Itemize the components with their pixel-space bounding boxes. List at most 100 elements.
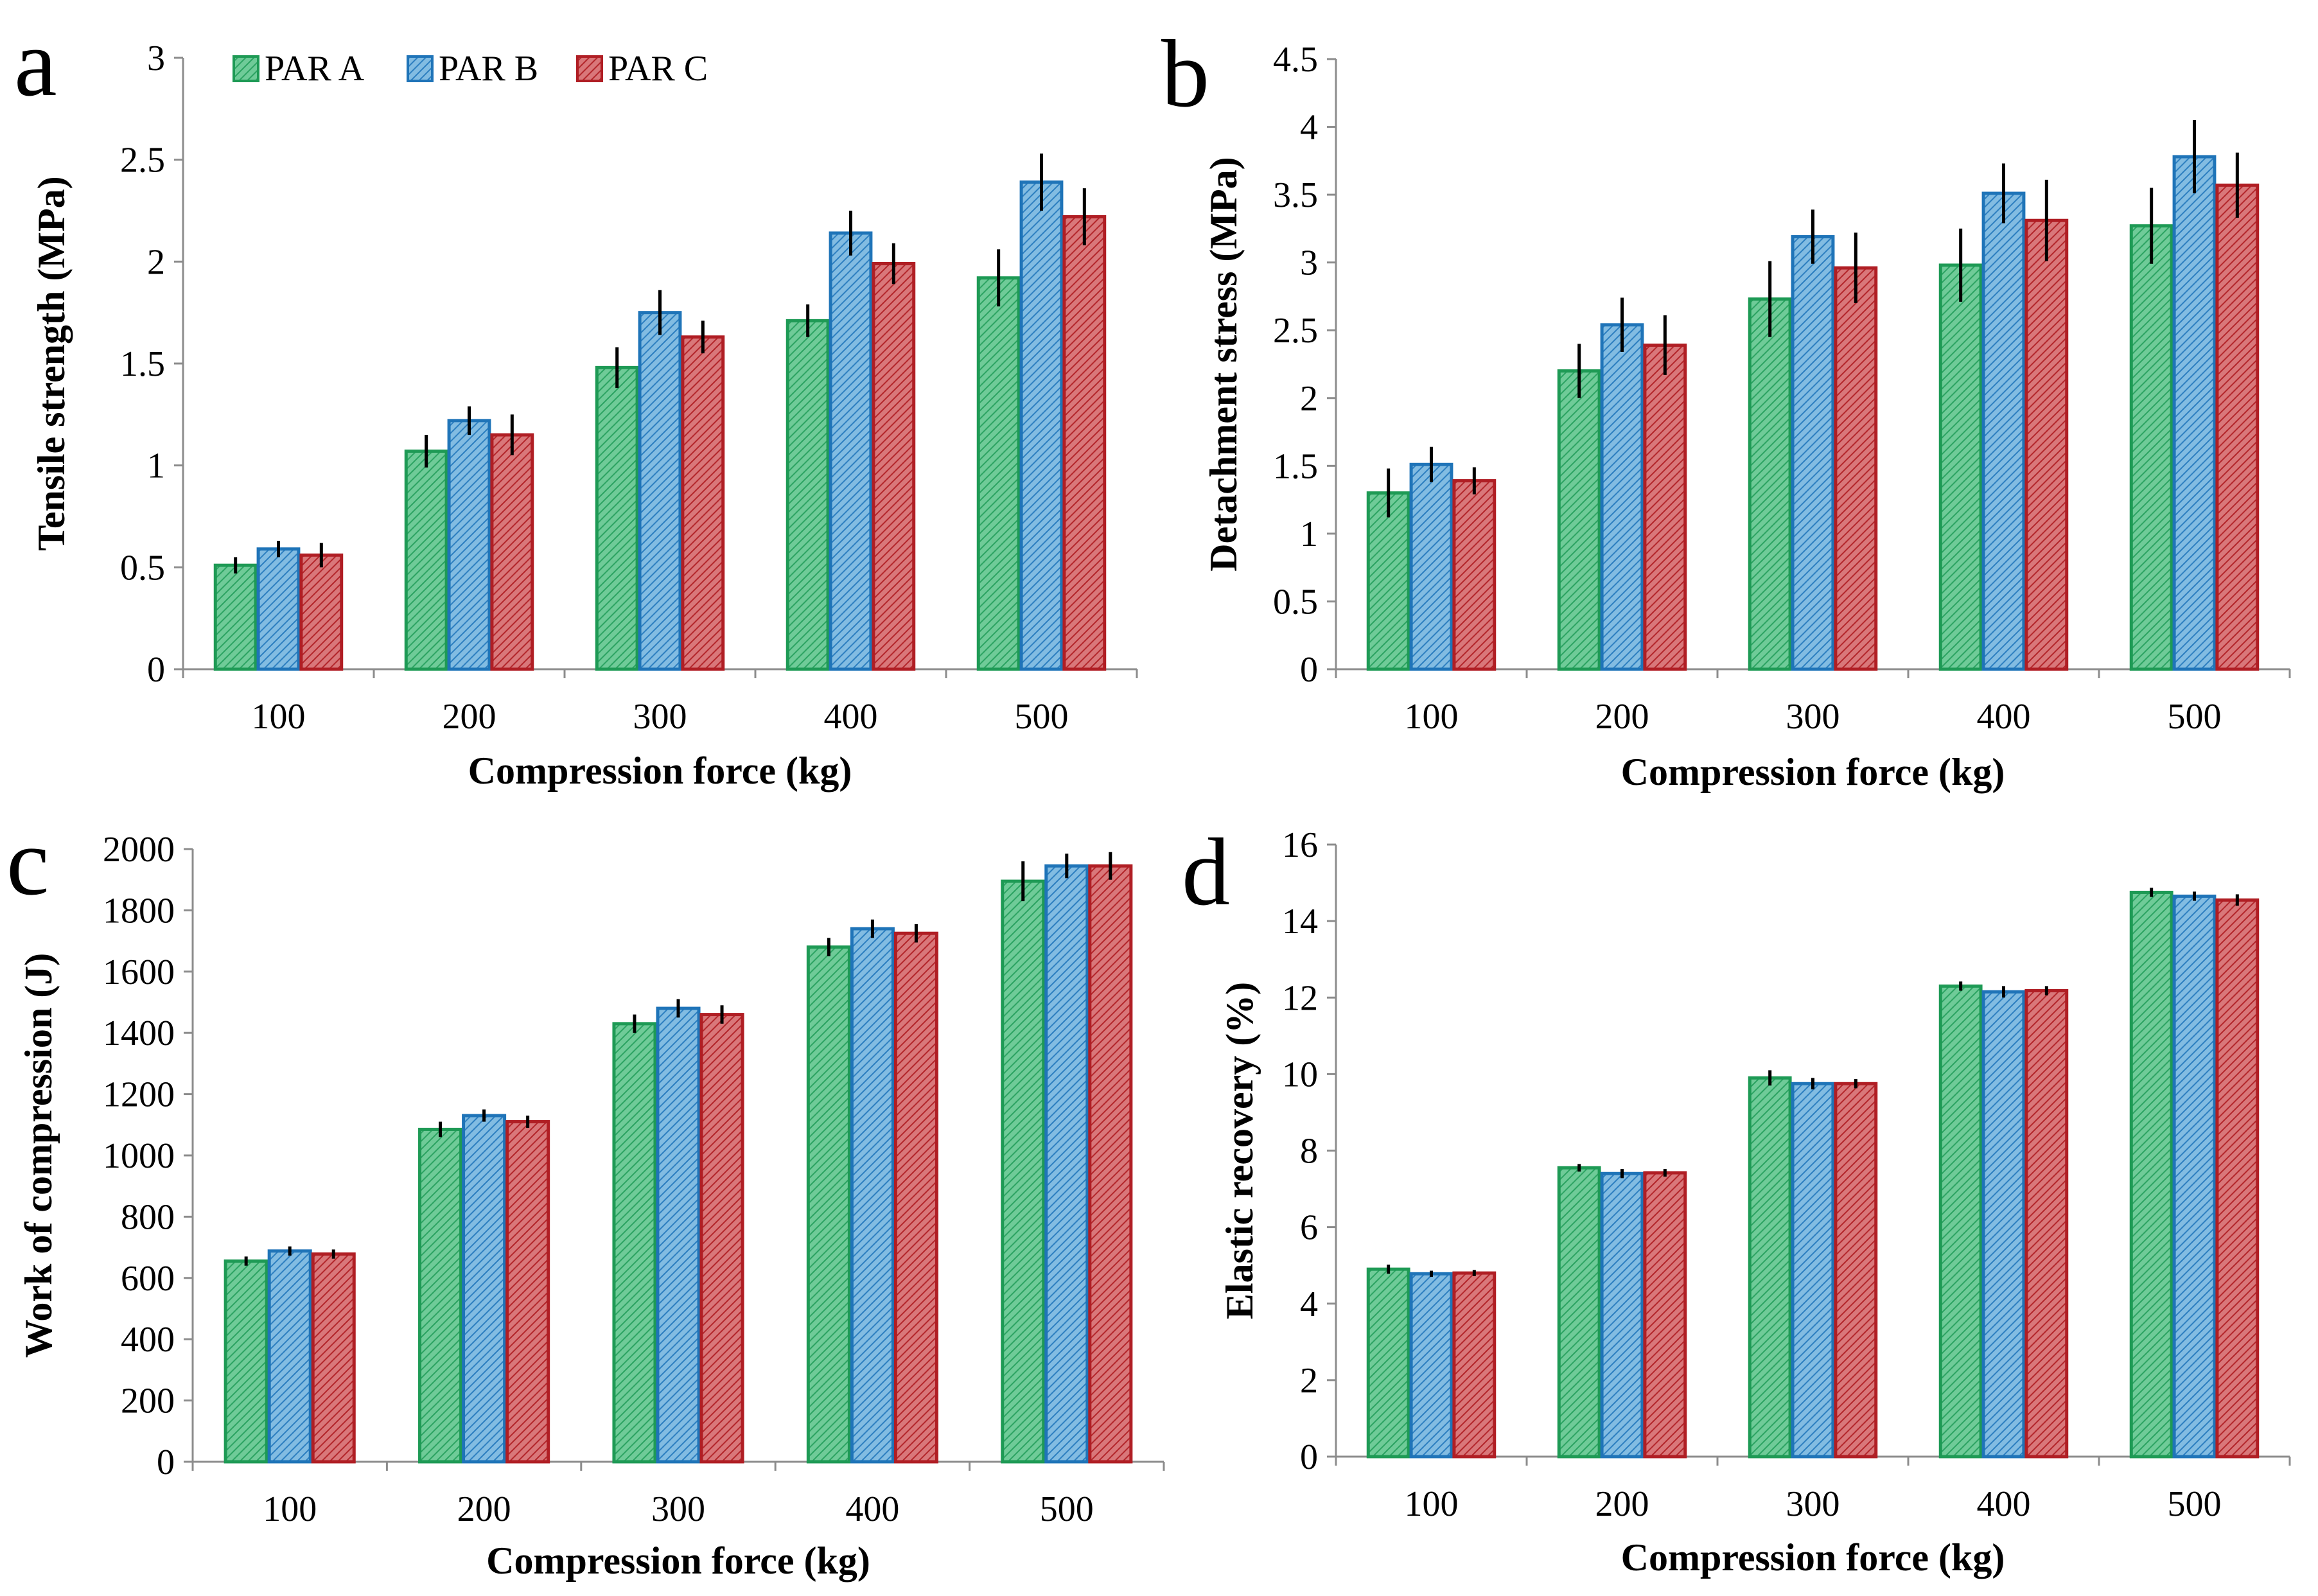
legend-label-par-c: PAR C bbox=[608, 49, 708, 89]
x-tick-label-b: 500 bbox=[2168, 697, 2222, 737]
y-tick-label-a: 3 bbox=[147, 39, 165, 78]
bar-b-par-c-200 bbox=[1643, 343, 1687, 671]
bar-a-par-c-300 bbox=[681, 335, 725, 671]
y-tick-label-a: 1.5 bbox=[120, 344, 165, 384]
bar-b-par-b-300 bbox=[1791, 235, 1835, 671]
legend-swatch-par-b bbox=[407, 55, 434, 82]
bar-d-par-b-300 bbox=[1791, 1082, 1835, 1459]
x-tick-label-c: 300 bbox=[651, 1489, 705, 1529]
y-tick-label-c: 1000 bbox=[103, 1136, 175, 1176]
bar-d-par-a-200 bbox=[1557, 1166, 1601, 1459]
bar-b-par-a-500 bbox=[2129, 224, 2173, 671]
chart-panel-a: 0 0.5 1 1.5 2 2.5 3 100 200 300 400 500 Compression … bbox=[30, 39, 1138, 792]
bar-b-par-b-400 bbox=[1981, 191, 2026, 671]
y-tick-label-b: 3 bbox=[1300, 243, 1318, 283]
legend: PAR A PAR B PAR C bbox=[233, 49, 708, 89]
x-tick-label-a: 100 bbox=[252, 697, 306, 737]
bar-b-par-b-500 bbox=[2172, 155, 2217, 671]
y-tick-label-a: 0 bbox=[147, 650, 165, 690]
x-tick-label-c: 100 bbox=[263, 1489, 317, 1529]
bar-a-par-a-100 bbox=[213, 563, 258, 671]
x-tick-label-d: 400 bbox=[1977, 1484, 2031, 1524]
y-tick-label-d: 4 bbox=[1300, 1285, 1318, 1324]
x-tick-label-c: 500 bbox=[1040, 1489, 1094, 1529]
y-tick-label-c: 800 bbox=[121, 1197, 175, 1237]
y-tick-label-c: 1600 bbox=[103, 952, 175, 992]
bar-d-par-c-300 bbox=[1834, 1082, 1878, 1459]
y-tick-label-c: 400 bbox=[121, 1320, 175, 1360]
bar-b-par-a-400 bbox=[1938, 263, 1983, 671]
bar-a-par-b-200 bbox=[447, 419, 491, 671]
bar-a-par-b-400 bbox=[829, 231, 873, 671]
y-tick-label-d: 14 bbox=[1282, 902, 1318, 942]
x-tick-label-d: 500 bbox=[2168, 1484, 2222, 1524]
x-tick-label-b: 100 bbox=[1405, 697, 1459, 737]
x-axis-title-d: Compression force (kg) bbox=[1621, 1536, 2005, 1579]
y-tick-label-d: 0 bbox=[1300, 1437, 1318, 1477]
y-tick-label-d: 8 bbox=[1300, 1132, 1318, 1171]
bar-d-par-c-400 bbox=[2024, 989, 2069, 1459]
bar-d-par-c-200 bbox=[1643, 1171, 1687, 1459]
bar-d-par-a-500 bbox=[2129, 890, 2173, 1459]
y-tick-label-a: 1 bbox=[147, 446, 165, 486]
y-tick-label-d: 10 bbox=[1282, 1055, 1318, 1094]
bar-b-par-c-300 bbox=[1834, 266, 1878, 671]
bar-b-par-c-500 bbox=[2215, 183, 2260, 671]
bar-c-par-c-300 bbox=[699, 1013, 744, 1464]
bar-c-par-a-300 bbox=[612, 1022, 657, 1464]
y-tick-label-b: 3.5 bbox=[1273, 175, 1318, 215]
y-tick-label-c: 1400 bbox=[103, 1013, 175, 1053]
bar-a-par-a-200 bbox=[404, 449, 448, 671]
y-tick-label-a: 2.5 bbox=[120, 141, 165, 180]
legend-label-par-a: PAR A bbox=[265, 49, 365, 89]
bar-c-par-b-500 bbox=[1044, 864, 1089, 1464]
bar-b-par-c-400 bbox=[2024, 218, 2069, 671]
y-tick-label-c: 1800 bbox=[103, 891, 175, 931]
bar-d-par-c-500 bbox=[2215, 898, 2260, 1459]
bar-b-par-b-200 bbox=[1600, 323, 1644, 671]
y-tick-label-b: 2 bbox=[1300, 379, 1318, 419]
x-tick-label-d: 100 bbox=[1405, 1484, 1459, 1524]
bar-b-par-a-200 bbox=[1557, 369, 1601, 671]
y-tick-label-d: 16 bbox=[1282, 825, 1318, 865]
bar-a-par-c-400 bbox=[872, 262, 916, 671]
bar-c-par-a-400 bbox=[806, 945, 851, 1464]
bar-c-par-c-400 bbox=[893, 931, 938, 1464]
y-tick-label-b: 2.5 bbox=[1273, 311, 1318, 351]
bar-b-par-a-100 bbox=[1366, 491, 1410, 671]
panel-letter-a: a bbox=[14, 10, 57, 116]
bar-a-par-c-200 bbox=[490, 433, 534, 671]
legend-swatch-par-a bbox=[233, 55, 259, 82]
y-tick-label-c: 200 bbox=[121, 1381, 175, 1421]
y-axis-title-b: Detachment stress (MPa) bbox=[1202, 157, 1245, 571]
bar-a-par-a-300 bbox=[595, 365, 639, 671]
x-tick-label-d: 300 bbox=[1786, 1484, 1840, 1524]
bar-d-par-c-100 bbox=[1452, 1271, 1497, 1459]
x-tick-label-a: 500 bbox=[1015, 697, 1069, 737]
bar-b-par-b-100 bbox=[1409, 462, 1453, 671]
bar-c-par-c-200 bbox=[505, 1120, 550, 1464]
bar-d-par-a-400 bbox=[1938, 984, 1983, 1459]
x-tick-label-b: 200 bbox=[1595, 697, 1649, 737]
bar-b-par-a-300 bbox=[1748, 297, 1792, 671]
bar-a-par-c-100 bbox=[299, 553, 344, 671]
bar-a-par-c-500 bbox=[1062, 215, 1107, 671]
bar-a-par-b-100 bbox=[256, 547, 301, 671]
y-axis-title-c: Work of compression (J) bbox=[17, 953, 60, 1358]
x-tick-label-a: 300 bbox=[633, 697, 687, 737]
x-axis-title-c: Compression force (kg) bbox=[486, 1539, 870, 1582]
x-tick-label-a: 400 bbox=[824, 697, 878, 737]
bar-a-par-a-400 bbox=[786, 319, 830, 671]
y-tick-label-a: 0.5 bbox=[120, 548, 165, 588]
y-tick-label-b: 1 bbox=[1300, 514, 1318, 554]
bar-d-par-a-100 bbox=[1366, 1267, 1410, 1459]
chart-panel-c: 0 200 400 600 800 1000 1200 1400 1600 1800 2000 100… bbox=[17, 830, 1165, 1582]
bar-c-par-b-300 bbox=[656, 1006, 701, 1464]
y-axis-title-d: Elastic recovery (%) bbox=[1218, 982, 1261, 1319]
y-tick-label-b: 0 bbox=[1300, 650, 1318, 690]
bar-a-par-b-300 bbox=[638, 311, 682, 671]
y-tick-label-c: 0 bbox=[157, 1443, 175, 1482]
y-tick-label-d: 6 bbox=[1300, 1208, 1318, 1248]
y-tick-label-d: 2 bbox=[1300, 1361, 1318, 1401]
